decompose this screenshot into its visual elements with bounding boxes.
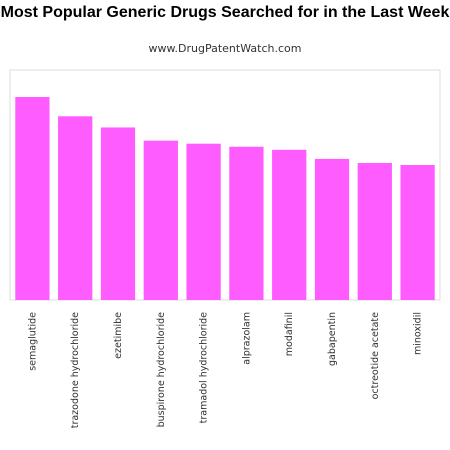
category-label: minoxidil: [413, 312, 424, 355]
bar-modafinil: [272, 149, 307, 300]
category-label: trazodone hydrochloride: [70, 312, 81, 428]
chart-title-text: Most Popular Generic Drugs Searched for …: [0, 4, 450, 21]
bar-buspirone-hydrochloride: [143, 140, 178, 300]
category-label: gabapentin: [327, 312, 338, 366]
category-label-group: semaglutide trazodone hydrochloride ezetim…: [27, 312, 423, 428]
bar-trazodone-hydrochloride: [58, 116, 93, 300]
chart-subtitle: www.DrugPatentWatch.com: [148, 42, 302, 55]
bar-semaglutide: [15, 97, 50, 300]
bar-ezetimibe: [100, 127, 136, 300]
bar-tramadol-hydrochloride: [186, 143, 221, 300]
category-label: tramadol hydrochloride: [199, 312, 210, 423]
bar-minoxidil: [400, 165, 435, 300]
category-label: octreotide acetate: [370, 312, 381, 400]
chart-title: Most Popular Generic Drugs Searched for …: [0, 5, 450, 21]
category-label: buspirone hydrochloride: [156, 312, 167, 428]
category-label: modafinil: [284, 312, 295, 356]
bar-group: [15, 97, 435, 300]
bar-octreotide-acetate: [357, 162, 392, 300]
bar-gabapentin: [314, 158, 350, 300]
bar-alprazolam: [229, 146, 264, 300]
category-label: semaglutide: [27, 312, 38, 371]
category-label: ezetimibe: [113, 312, 124, 359]
category-label: alprazolam: [241, 312, 252, 365]
